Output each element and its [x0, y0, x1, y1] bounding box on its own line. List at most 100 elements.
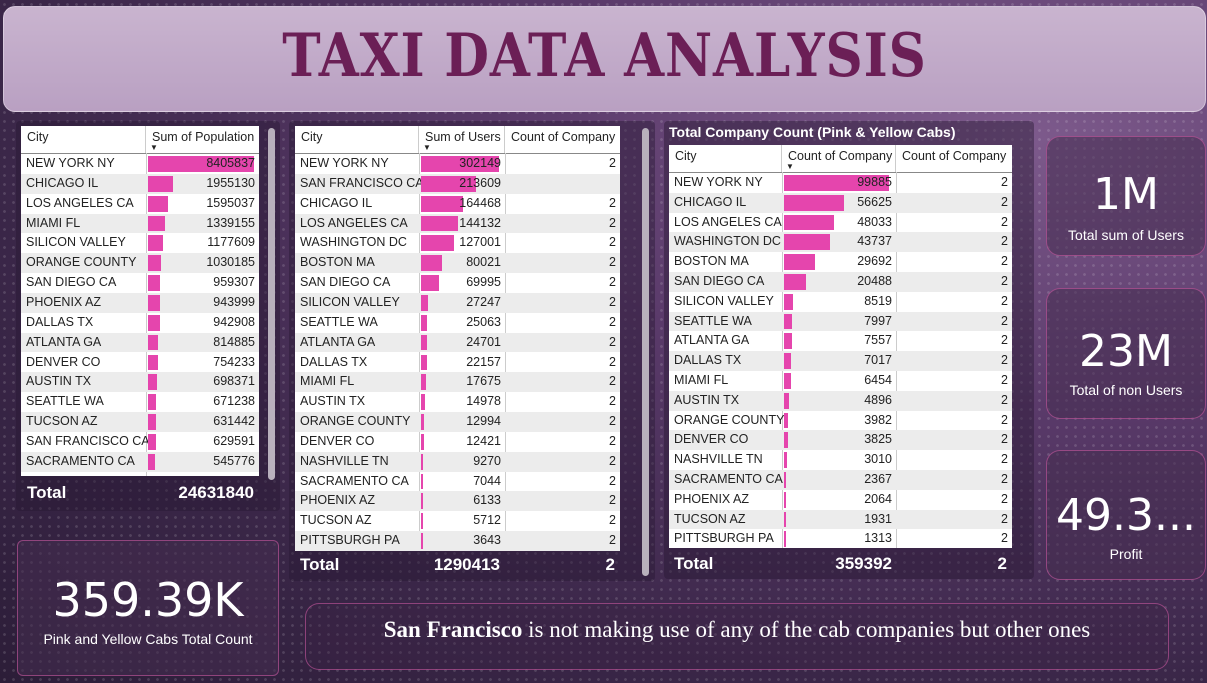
table-row[interactable]: ATLANTA GA 24701 2	[295, 332, 620, 353]
city-cell: TUCSON AZ	[26, 414, 98, 429]
value-bar	[784, 373, 791, 389]
table-row[interactable]: SAN DIEGO CA 20488 2	[669, 272, 1012, 292]
table-row[interactable]: WASHINGTON DC 127001 2	[295, 233, 620, 253]
count-cell: 2	[1001, 333, 1008, 348]
table-row[interactable]: SACRAMENTO CA 2367 2	[669, 470, 1012, 490]
kpi-value: 23M	[1079, 326, 1173, 377]
table-row[interactable]: ATLANTA GA 814885	[21, 332, 259, 353]
table-row[interactable]: DENVER CO 12421 2	[295, 432, 620, 452]
total-value: 1290413	[433, 555, 500, 574]
header-city[interactable]: City	[669, 145, 782, 172]
table-row[interactable]: SAN FRANCISCO CA 629591	[21, 432, 259, 452]
city-cell: DENVER CO	[674, 432, 749, 447]
table-row[interactable]: NEW YORK NY 302149 2	[295, 154, 620, 174]
value-bar	[784, 491, 787, 508]
table-row[interactable]: MIAMI FL 17675 2	[295, 372, 620, 393]
company-table-title: Total Company Count (Pink & Yellow Cabs)	[669, 124, 956, 140]
value-cell: 1177609	[207, 235, 255, 250]
table-row[interactable]: LOS ANGELES CA 144132 2	[295, 213, 620, 234]
table-row[interactable]: PHOENIX AZ 6133 2	[295, 491, 620, 512]
header-sum-population[interactable]: Sum of Population ▼	[150, 130, 255, 152]
table-row[interactable]: PITTSBURGH PA 3643 2	[295, 531, 620, 551]
value-cell: 1955130	[206, 175, 255, 190]
count-cell: 2	[609, 453, 616, 468]
count-cell: 2	[1001, 412, 1008, 427]
value-bar	[784, 511, 787, 528]
city-cell: LOS ANGELES CA	[26, 195, 134, 210]
count-cell: 2	[609, 414, 616, 429]
header-city[interactable]: City	[295, 126, 419, 153]
table-row[interactable]: TUCSON AZ 1931 2	[669, 509, 1012, 530]
table-row[interactable]: PITTSBURGH PA 1313 2	[669, 529, 1012, 549]
kpi-value: 49.3...	[1056, 490, 1196, 541]
table-row[interactable]: MIAMI FL 1339155	[21, 213, 259, 234]
table-row[interactable]: TUCSON AZ 5712 2	[295, 511, 620, 531]
value-cell: 3010	[864, 452, 892, 467]
value-cell: 43737	[857, 234, 892, 249]
city-cell: MIAMI FL	[674, 373, 729, 387]
table-row[interactable]: AUSTIN TX 14978 2	[295, 392, 620, 412]
value-bar	[421, 533, 423, 549]
table-row[interactable]: DALLAS TX 942908	[21, 313, 259, 333]
table-row[interactable]: SILICON VALLEY 27247 2	[295, 292, 620, 313]
header-city[interactable]: City	[21, 126, 146, 153]
value-bar	[148, 294, 160, 311]
table-row[interactable]: PHOENIX AZ 943999	[21, 292, 259, 313]
users-table[interactable]: City Sum of Users ▼ Count of Company NEW …	[295, 126, 620, 551]
count-cell: 2	[609, 433, 616, 448]
table-row[interactable]: SAN FRANCISCO CA 213609	[295, 173, 620, 194]
table-row[interactable]: DALLAS TX 7017 2	[669, 351, 1012, 371]
table-row[interactable]: BOSTON MA 80021 2	[295, 253, 620, 274]
value-bar	[421, 175, 477, 192]
table-row[interactable]: SILICON VALLEY 8519 2	[669, 292, 1012, 312]
scrollbar[interactable]	[642, 128, 649, 576]
table-row[interactable]: BOSTON MA 29692 2	[669, 252, 1012, 272]
table-row[interactable]: SILICON VALLEY 1177609	[21, 233, 259, 253]
city-cell: PITTSBURGH PA	[300, 533, 400, 548]
header-count-company[interactable]: Count of Company ▼	[782, 145, 896, 172]
value-cell: 698371	[213, 374, 255, 389]
table-row[interactable]: CHICAGO IL 1955130	[21, 173, 259, 194]
value-bar	[784, 194, 844, 211]
table-row[interactable]: NEW YORK NY 99885 2	[669, 173, 1012, 193]
header-count-company-2[interactable]: Count of Company	[902, 149, 1007, 163]
table-row[interactable]: CHICAGO IL 56625 2	[669, 192, 1012, 213]
table-row[interactable]: AUSTIN TX 698371	[21, 372, 259, 393]
table-row[interactable]: LOS ANGELES CA 1595037	[21, 194, 259, 214]
table-row[interactable]: NEW YORK NY 8405837	[21, 154, 259, 174]
table-row[interactable]: AUSTIN TX 4896 2	[669, 390, 1012, 411]
table-row[interactable]: LOS ANGELES CA 48033 2	[669, 213, 1012, 233]
header-count-company[interactable]: Count of Company	[511, 130, 616, 144]
company-table[interactable]: City Count of Company ▼ Count of Company …	[669, 145, 1012, 548]
table-row[interactable]: DENVER CO 754233	[21, 353, 259, 373]
table-row[interactable]: MIAMI FL 6454 2	[669, 371, 1012, 391]
table-row[interactable]: SEATTLE WA 7997 2	[669, 311, 1012, 332]
city-cell: SAN DIEGO CA	[26, 275, 117, 290]
table-row[interactable]: ORANGE COUNTY 1030185	[21, 253, 259, 274]
scrollbar[interactable]	[268, 128, 275, 480]
population-table[interactable]: City Sum of Population ▼ NEW YORK NY 84058…	[21, 126, 259, 476]
table-row[interactable]: TUCSON AZ 631442	[21, 412, 259, 432]
table-row[interactable]: DALLAS TX 22157 2	[295, 353, 620, 373]
value-bar	[784, 313, 793, 330]
city-cell: BOSTON MA	[674, 254, 749, 269]
city-cell: NASHVILLE TN	[674, 452, 763, 467]
city-cell: TUCSON AZ	[300, 513, 372, 528]
table-row[interactable]: SACRAMENTO CA 7044 2	[295, 472, 620, 492]
table-row[interactable]: SEATTLE WA 671238	[21, 392, 259, 412]
table-row[interactable]: PHOENIX AZ 2064 2	[669, 490, 1012, 510]
table-row[interactable]: NASHVILLE TN 3010 2	[669, 450, 1012, 470]
table-row[interactable]: ORANGE COUNTY 12994 2	[295, 412, 620, 432]
table-row[interactable]: DENVER CO 3825 2	[669, 430, 1012, 451]
table-row[interactable]: SEATTLE WA 25063 2	[295, 313, 620, 333]
table-row[interactable]: ATLANTA GA 7557 2	[669, 331, 1012, 351]
table-row[interactable]: NASHVILLE TN 9270 2	[295, 451, 620, 472]
table-row[interactable]: SAN DIEGO CA 69995 2	[295, 273, 620, 293]
city-cell: LOS ANGELES CA	[300, 215, 408, 230]
table-row[interactable]: CHICAGO IL 164468 2	[295, 194, 620, 214]
table-row[interactable]: SAN DIEGO CA 959307	[21, 273, 259, 293]
table-row[interactable]: WASHINGTON DC 43737 2	[669, 232, 1012, 253]
header-sum-users[interactable]: Sum of Users ▼	[419, 126, 505, 153]
table-row[interactable]: ORANGE COUNTY 3982 2	[669, 411, 1012, 431]
table-row[interactable]: SACRAMENTO CA 545776	[21, 451, 259, 472]
